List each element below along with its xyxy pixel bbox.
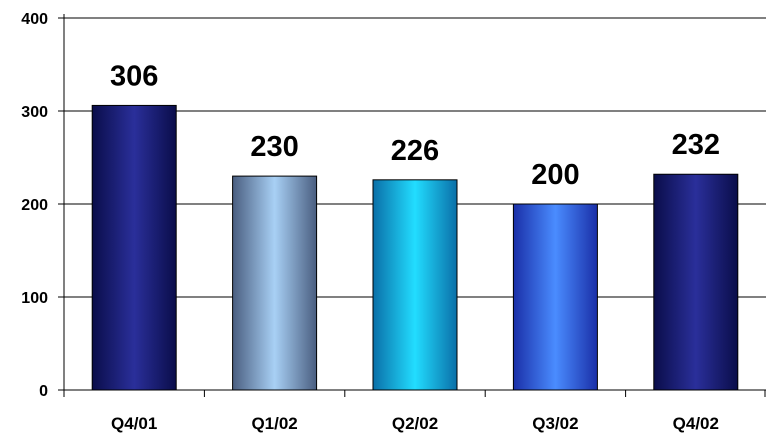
x-tick-label: Q4/01 xyxy=(111,414,157,433)
x-tick-label: Q2/02 xyxy=(392,414,438,433)
y-tick-label: 100 xyxy=(21,290,48,307)
data-label: 200 xyxy=(531,159,579,191)
bar-q4-01 xyxy=(91,104,177,391)
data-label: 232 xyxy=(672,129,720,161)
bar-q4-02 xyxy=(653,173,739,391)
y-tick-labels: 0 100 200 300 400 xyxy=(21,11,48,400)
bars xyxy=(91,104,739,391)
bar-q1-02 xyxy=(232,175,318,391)
x-tick-label: Q3/02 xyxy=(532,414,578,433)
y-tick-label: 300 xyxy=(21,104,48,121)
y-tick-label: 400 xyxy=(21,11,48,28)
x-tick-labels: Q4/01 Q1/02 Q2/02 Q3/02 Q4/02 xyxy=(111,414,719,433)
data-label: 226 xyxy=(391,135,439,167)
data-labels: 306 230 226 200 232 xyxy=(110,60,720,191)
data-label: 230 xyxy=(250,131,298,163)
x-tick-label: Q4/02 xyxy=(673,414,719,433)
x-tick-label: Q1/02 xyxy=(251,414,297,433)
data-label: 306 xyxy=(110,60,158,92)
y-tick-label: 0 xyxy=(39,383,48,400)
y-tick-label: 200 xyxy=(21,197,48,214)
bar-q3-02 xyxy=(512,203,598,391)
bar-q2-02 xyxy=(372,179,458,391)
